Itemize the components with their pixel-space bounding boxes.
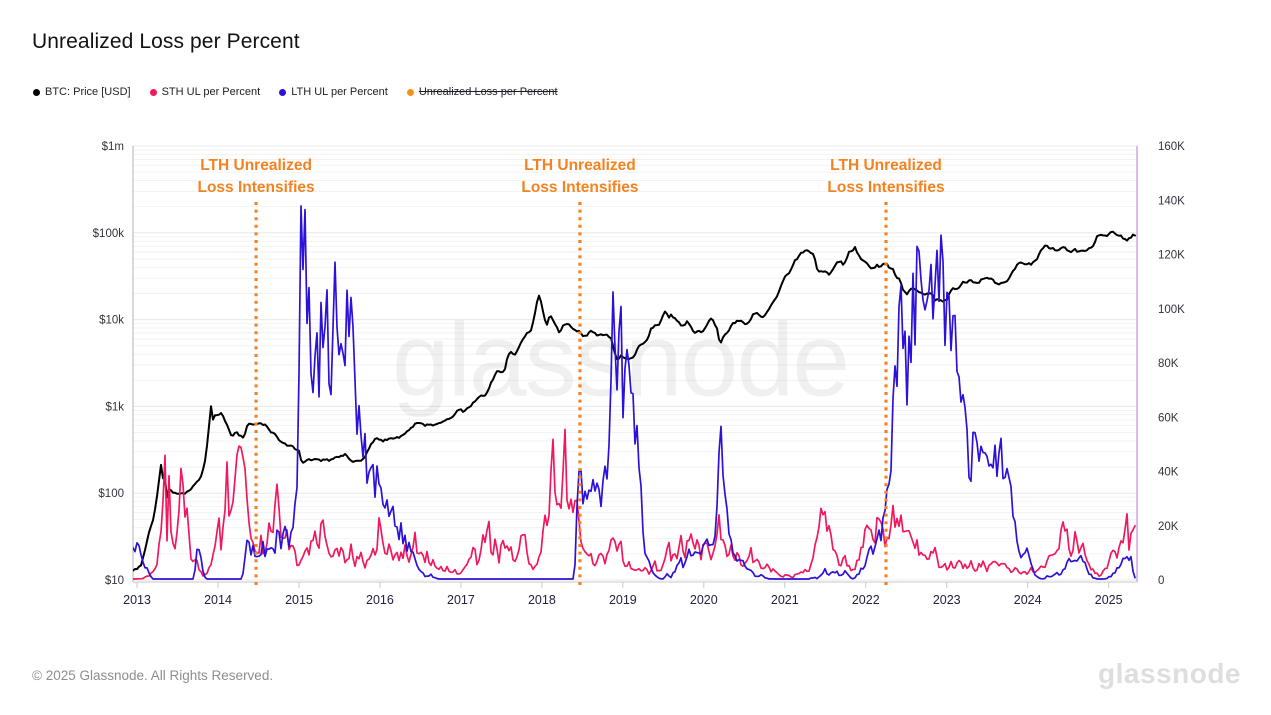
legend-item-sth-ul-per-percent[interactable]: STH UL per Percent: [149, 86, 261, 98]
annotation-label-1: Loss Intensifies: [197, 179, 314, 196]
x-axis-tick-label: 2024: [1014, 593, 1042, 607]
legend-item-label: STH UL per Percent: [161, 86, 261, 98]
glassnode-logo: glassnode: [1098, 658, 1241, 689]
legend-dot-icon: [279, 88, 287, 96]
right-axis-tick-label: 60K: [1158, 412, 1179, 424]
annotation-label-1: LTH Unrealized: [200, 157, 312, 174]
right-axis-tick-label: 120K: [1158, 250, 1185, 262]
x-axis-tick-label: 2014: [204, 593, 232, 607]
legend-item-label: LTH UL per Percent: [291, 86, 388, 98]
x-axis-tick-label: 2018: [528, 593, 556, 607]
right-axis-tick-label: 140K: [1158, 195, 1185, 207]
annotation-label-3: LTH Unrealized: [830, 157, 942, 174]
x-axis-tick-label: 2020: [690, 593, 718, 607]
legend-item-unrealized-loss-per-percent[interactable]: Unrealized Loss per Percent: [406, 86, 558, 98]
series-line-lth-ul-per-percent: [133, 205, 1136, 580]
legend-item-label: Unrealized Loss per Percent: [418, 86, 558, 98]
right-axis-tick-label: 100K: [1158, 304, 1185, 316]
legend-dot-icon: [406, 88, 414, 96]
x-axis-tick-label: 2021: [771, 593, 799, 607]
right-axis-tick-label: 20K: [1158, 521, 1179, 533]
x-axis-tick-label: 2013: [123, 593, 151, 607]
left-axis-tick-label: $10k: [99, 315, 124, 327]
x-axis-tick-label: 2023: [933, 593, 961, 607]
right-axis-tick-label: 160K: [1158, 141, 1185, 153]
left-axis-tick-label: $100k: [93, 228, 125, 240]
right-axis-tick-label: 80K: [1158, 358, 1179, 370]
right-axis-tick-label: 0: [1158, 575, 1164, 587]
legend-dot-icon: [149, 88, 157, 96]
right-axis-tick-label: 40K: [1158, 467, 1179, 479]
legend-item-label: BTC: Price [USD]: [45, 86, 131, 98]
annotation-label-2: LTH Unrealized: [524, 157, 636, 174]
legend: BTC: Price [USD] STH UL per Percent LTH UL…: [33, 86, 558, 98]
annotation-label-2: Loss Intensifies: [521, 179, 638, 196]
x-axis-tick-label: 2025: [1095, 593, 1123, 607]
page-title: Unrealized Loss per Percent: [32, 30, 300, 53]
series-line-sth-ul-per-percent: [133, 428, 1136, 580]
left-axis-tick-label: $1m: [102, 141, 124, 153]
x-axis-tick-label: 2015: [285, 593, 313, 607]
legend-item-btc-price-usd-[interactable]: BTC: Price [USD]: [33, 86, 131, 98]
annotation-label-3: Loss Intensifies: [827, 179, 944, 196]
left-axis-tick-label: $10: [105, 575, 124, 587]
series-line-btc-price-usd-: [133, 230, 1136, 572]
left-axis-tick-label: $100: [98, 488, 124, 500]
legend-item-lth-ul-per-percent[interactable]: LTH UL per Percent: [279, 86, 388, 98]
legend-dot-icon: [33, 88, 40, 96]
x-axis-tick-label: 2016: [366, 593, 394, 607]
left-axis-tick-label: $1k: [105, 401, 124, 413]
x-axis-tick-label: 2019: [609, 593, 637, 607]
copyright-text: © 2025 Glassnode. All Rights Reserved.: [32, 668, 274, 683]
x-axis-tick-label: 2022: [852, 593, 880, 607]
x-axis-tick-label: 2017: [447, 593, 475, 607]
